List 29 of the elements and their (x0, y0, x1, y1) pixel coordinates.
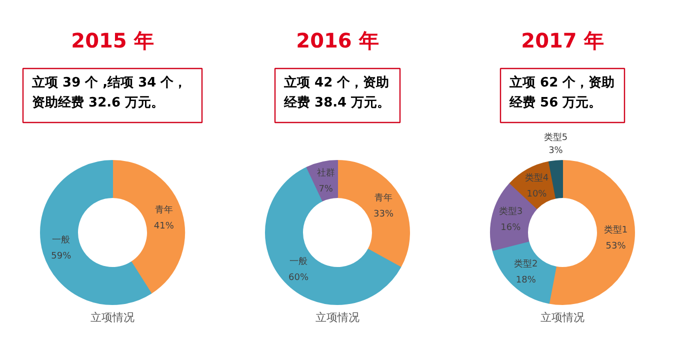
data-label: 33% (374, 209, 394, 220)
chart-subtitle: 立项 39 个 ,结项 34 个，资助经费 32.6 万元。 (31, 74, 187, 110)
slice-label: 一般 (290, 256, 308, 268)
data-label: 59% (51, 251, 72, 262)
data-label: 53% (606, 242, 626, 252)
slice-label: 青年 (374, 192, 393, 204)
slice-label: 类型4 (524, 172, 549, 184)
slice-label: 类型3 (498, 206, 523, 218)
text: 立项情况 (316, 311, 360, 324)
data-label: 10% (526, 190, 548, 200)
slice-label: 类型1 (604, 224, 628, 236)
data-label: 16% (500, 223, 522, 234)
slice-label: 青年 (154, 204, 173, 216)
slice-label: 类型5 (544, 132, 568, 143)
data-label: 7% (318, 184, 334, 194)
data-label: 3% (548, 146, 564, 156)
text: 立项情况 (90, 311, 134, 324)
text: 立项情况 (540, 311, 584, 324)
chart-title: 2015 年 (71, 28, 154, 52)
data-label: 41% (154, 222, 174, 232)
chart-subtitle: 立项 62 个，资助经费 56 万元。 (508, 74, 615, 110)
slice-label: 一般 (52, 234, 70, 246)
slice-label: 类型2 (514, 258, 538, 270)
data-label: 60% (288, 273, 309, 284)
slice-label: 社群 (316, 167, 335, 178)
chart-title: 2016 年 (296, 28, 379, 52)
chart-subtitle: 立项 42 个，资助经费 38.4 万元。 (283, 74, 390, 110)
chart-title: 2017 年 (521, 28, 604, 52)
data-label: 18% (516, 276, 536, 286)
